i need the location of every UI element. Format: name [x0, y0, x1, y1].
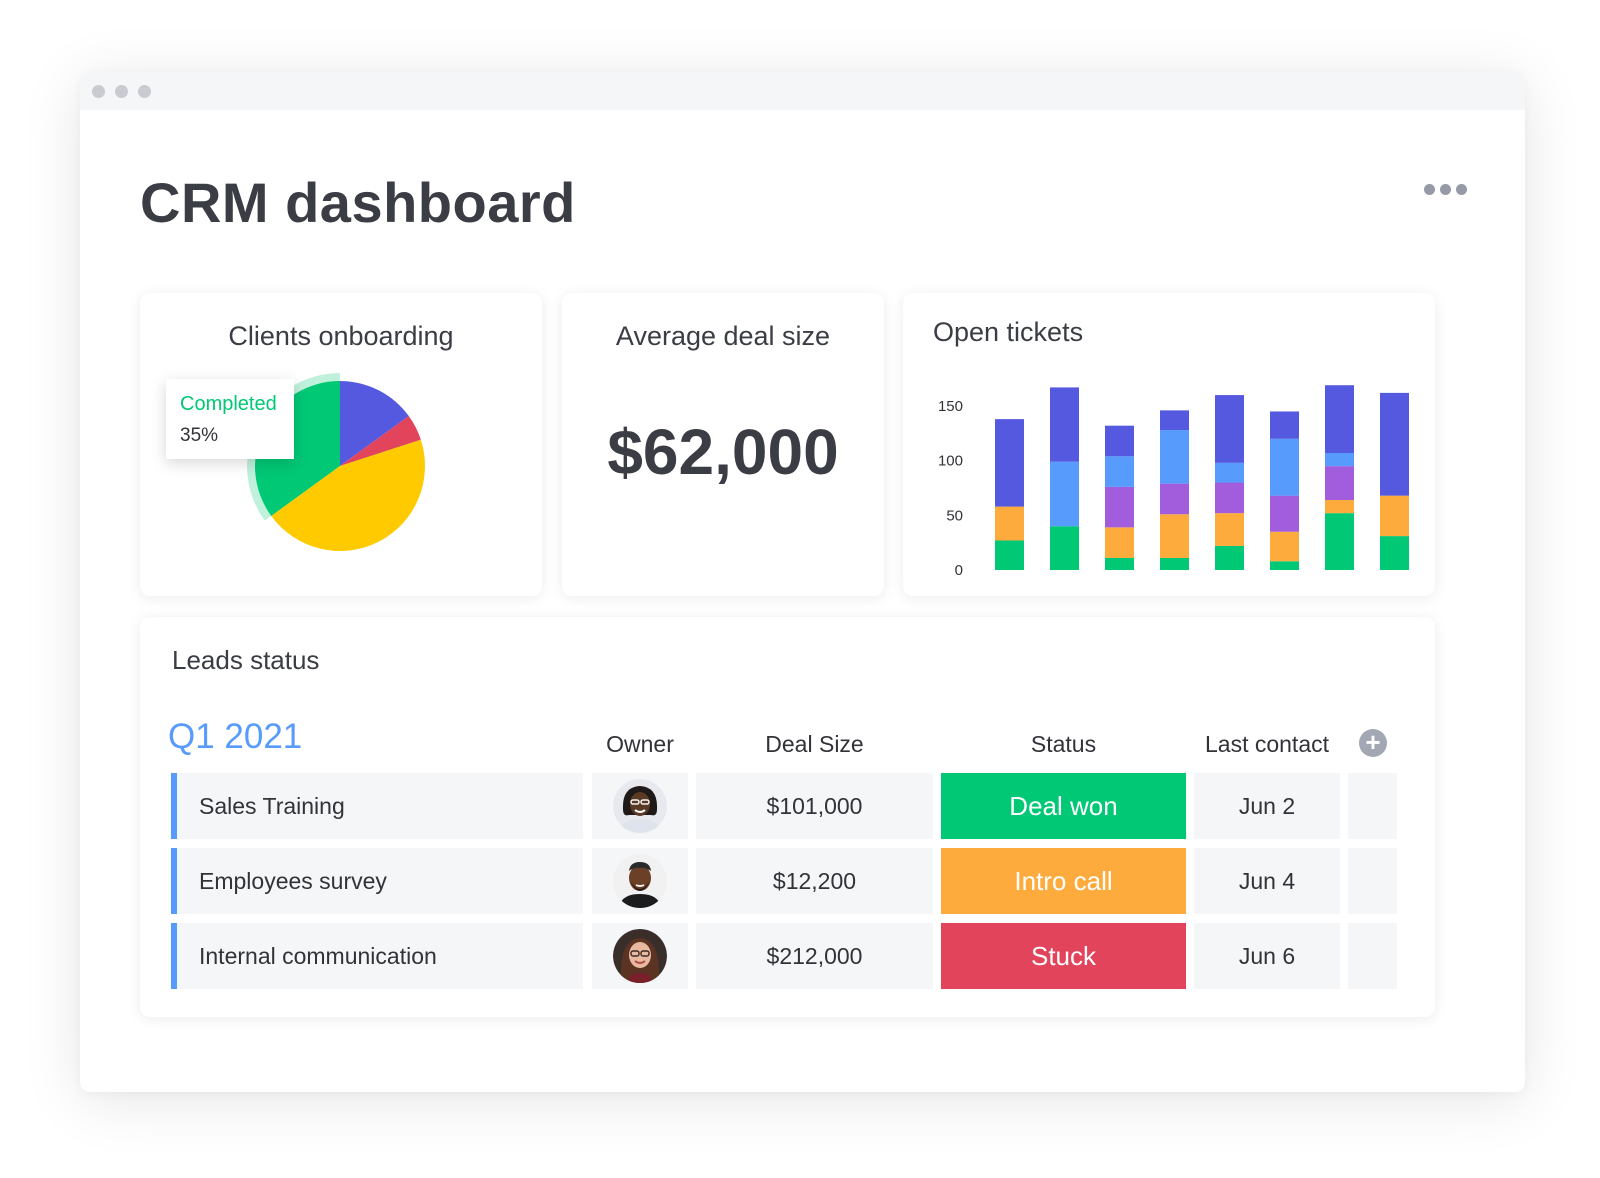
bar-segment[interactable] — [1380, 392, 1409, 496]
bar-segment[interactable] — [1270, 561, 1299, 570]
bar-segment[interactable] — [995, 419, 1024, 507]
avatar[interactable] — [613, 779, 667, 833]
pie-slice-3[interactable] — [271, 439, 425, 551]
widget-title: Clients onboarding — [228, 321, 454, 351]
y-tick-label: 0 — [955, 562, 963, 579]
avatar[interactable] — [613, 929, 667, 983]
bar-segment[interactable] — [1270, 495, 1299, 532]
deal-size-cell[interactable]: $12,200 — [696, 848, 933, 914]
bar-segment[interactable] — [1105, 527, 1134, 558]
bar-segment[interactable] — [1105, 486, 1134, 528]
y-tick-label: 150 — [938, 398, 963, 415]
bar-segment[interactable] — [995, 506, 1024, 541]
tooltip-value: 35% — [180, 425, 219, 446]
average-deal-size-widget: Average deal size $62,000 — [562, 293, 884, 596]
bar-segment[interactable] — [1160, 410, 1189, 431]
add-column-icon[interactable]: + — [1359, 729, 1387, 757]
more-options-icon[interactable] — [1424, 184, 1467, 195]
item-name[interactable]: Internal communication — [171, 923, 583, 989]
onboarding-pie-chart — [247, 373, 425, 551]
bar-segment[interactable] — [1325, 466, 1354, 501]
table-row[interactable]: Internal communication $212,000 Stuck Ju… — [171, 923, 1399, 989]
bar-segment[interactable] — [1270, 531, 1299, 562]
deal-size-cell[interactable]: $101,000 — [696, 773, 933, 839]
owner-cell[interactable] — [592, 923, 688, 989]
last-contact-cell[interactable]: Jun 6 — [1194, 923, 1340, 989]
bar-segment[interactable] — [1325, 500, 1354, 514]
bar-segment[interactable] — [1050, 461, 1079, 527]
item-name[interactable]: Employees survey — [171, 848, 583, 914]
owner-cell[interactable] — [592, 848, 688, 914]
bar-segment[interactable] — [1215, 545, 1244, 570]
column-header-deal-size[interactable]: Deal Size — [765, 731, 864, 757]
bar-segment[interactable] — [1105, 557, 1134, 570]
bar-segment[interactable] — [1380, 495, 1409, 537]
table-row[interactable]: Sales Training $101,000 Deal won Jun 2 — [171, 773, 1399, 839]
group-title[interactable]: Q1 2021 — [168, 717, 303, 756]
last-contact-cell[interactable]: Jun 4 — [1194, 848, 1340, 914]
bar-segment[interactable] — [1215, 482, 1244, 514]
bar-segment[interactable] — [1270, 438, 1299, 496]
window-dot-icon[interactable] — [92, 84, 105, 98]
bar-segment[interactable] — [1270, 411, 1299, 439]
bar-segment[interactable] — [1050, 387, 1079, 462]
bar-segment[interactable] — [1160, 430, 1189, 484]
empty-cell[interactable] — [1348, 773, 1397, 839]
pie-slice-1[interactable] — [340, 381, 409, 466]
window-dot-icon[interactable] — [138, 84, 151, 98]
page-title: CRM dashboard — [140, 171, 576, 234]
column-header-last-contact[interactable]: Last contact — [1204, 731, 1330, 757]
empty-cell[interactable] — [1348, 848, 1397, 914]
item-name[interactable]: Sales Training — [171, 773, 583, 839]
window-titlebar — [80, 72, 1525, 110]
column-header-status[interactable]: Status — [1030, 731, 1097, 757]
clients-onboarding-widget: Clients onboarding Completed 35% — [140, 293, 542, 596]
bar-segment[interactable] — [1325, 385, 1354, 454]
bar-segment[interactable] — [1215, 462, 1244, 483]
avatar[interactable] — [613, 854, 667, 908]
leads-status-widget: Leads status Q1 2021 Owner Deal Size Sta… — [140, 617, 1435, 1017]
widget-title: Average deal size — [615, 321, 831, 351]
bar-segment[interactable] — [1105, 456, 1134, 487]
tooltip-label: Completed — [180, 393, 277, 415]
app-window: CRM dashboard Clients onboarding Complet… — [80, 72, 1525, 1092]
bar-segment[interactable] — [1050, 526, 1079, 570]
status-badge[interactable]: Deal won — [941, 773, 1186, 839]
bar-segment[interactable] — [1325, 453, 1354, 467]
bar-segment[interactable] — [1215, 395, 1244, 463]
deal-size-cell[interactable]: $212,000 — [696, 923, 933, 989]
bar-segment[interactable] — [1215, 513, 1244, 546]
y-tick-label: 50 — [946, 507, 963, 524]
bar-segment[interactable] — [1105, 425, 1134, 457]
pie-slice-2[interactable] — [340, 416, 421, 466]
last-contact-cell[interactable]: Jun 2 — [1194, 773, 1340, 839]
bar-segment[interactable] — [1160, 483, 1189, 515]
table-row[interactable]: Employees survey $12,200 Intro call Jun … — [171, 848, 1399, 914]
bar-segment[interactable] — [1325, 513, 1354, 570]
open-tickets-bar-chart: 0 50 100 150 — [938, 385, 1409, 579]
bar-segment[interactable] — [1160, 557, 1189, 570]
deal-size-value: $62,000 — [607, 416, 839, 488]
empty-cell[interactable] — [1348, 923, 1397, 989]
bar-segment[interactable] — [1160, 514, 1189, 558]
status-badge[interactable]: Intro call — [941, 848, 1186, 914]
window-dot-icon[interactable] — [115, 84, 128, 98]
y-tick-label: 100 — [938, 453, 963, 470]
bar-segment[interactable] — [995, 540, 1024, 570]
bar-segment[interactable] — [1380, 536, 1409, 570]
pie-tooltip: Completed 35% — [166, 379, 294, 459]
column-header-owner[interactable]: Owner — [606, 731, 674, 757]
open-tickets-widget: Open tickets 0 50 100 150 — [903, 293, 1435, 596]
widget-title: Leads status — [172, 645, 320, 675]
status-badge[interactable]: Stuck — [941, 923, 1186, 989]
owner-cell[interactable] — [592, 773, 688, 839]
widget-title: Open tickets — [933, 317, 1084, 347]
